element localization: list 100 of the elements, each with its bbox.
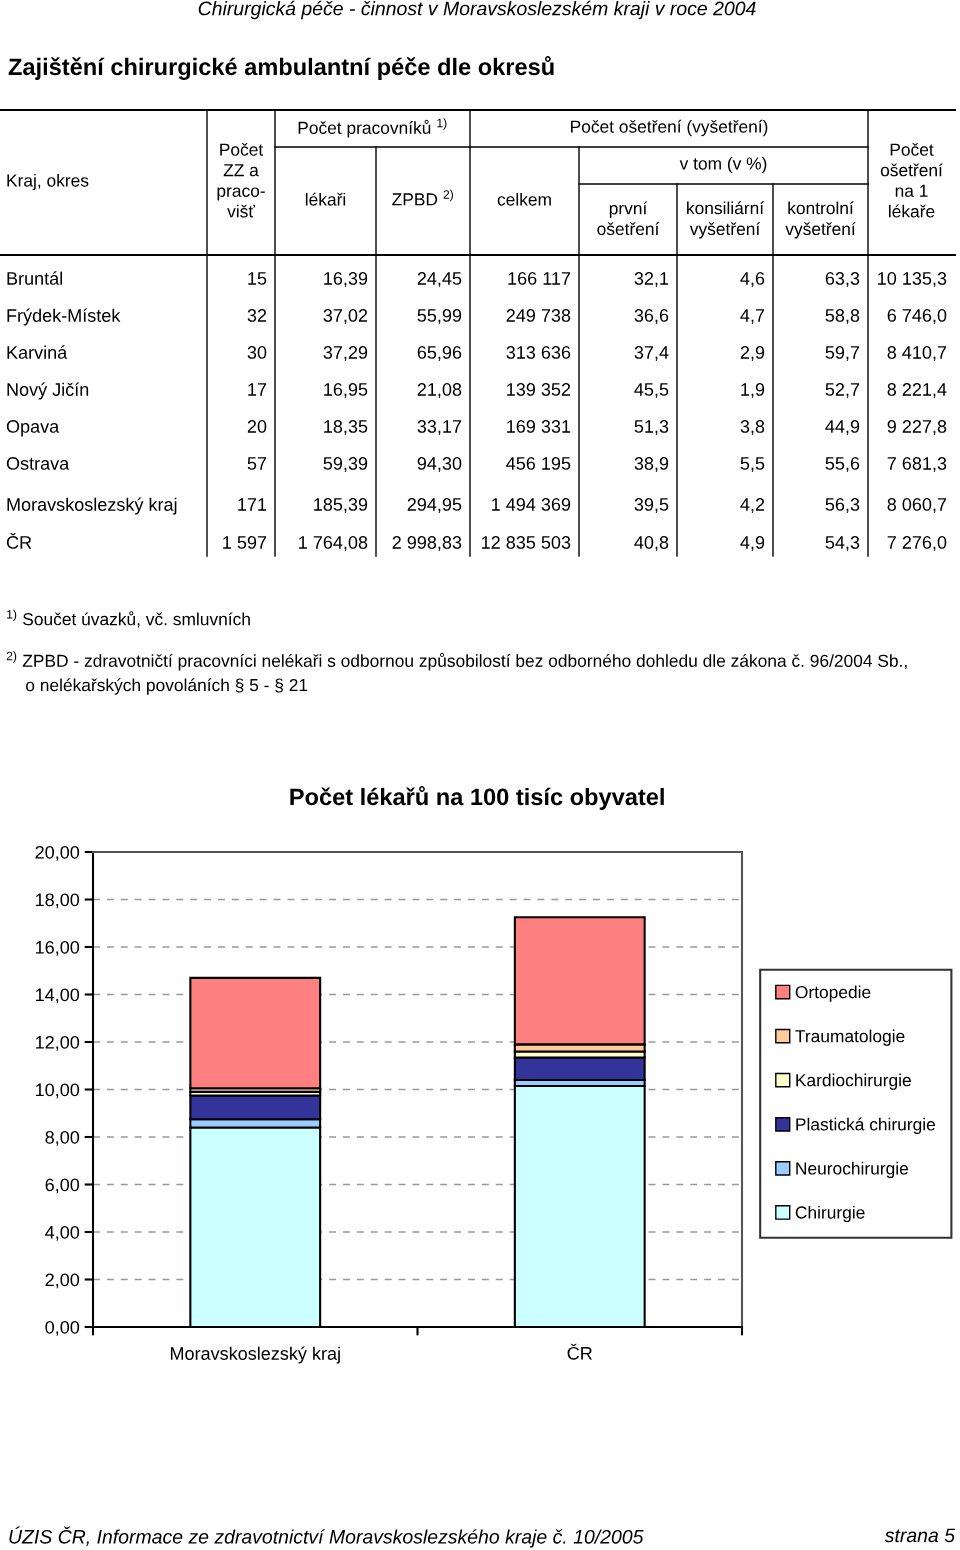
text: Počet ošetření (vyšetření) (571, 119, 768, 137)
text: 10 135,3 (878, 272, 947, 287)
text: 55,6 (825, 457, 860, 472)
category-label: ČR (6, 532, 32, 549)
text: 37,4 (634, 346, 669, 361)
text: 169 331 (507, 420, 571, 433)
text: 37,29 (323, 346, 368, 361)
category-label: konsiliární vyšetření (687, 201, 765, 239)
text: 16,39 (324, 272, 368, 287)
text: 7 681,3 (887, 457, 947, 472)
y-tick-label: 18,00 (36, 893, 80, 909)
legend-label: Ortopedie (795, 985, 871, 1002)
text: 8 060,7 (887, 498, 947, 513)
text: 6 746,0 (887, 309, 947, 324)
text: 313 636 (506, 346, 571, 359)
text: 65,96 (417, 346, 462, 361)
legend-label: Traumatologie (795, 1029, 905, 1046)
text: v tom (v %) (679, 156, 767, 174)
text: $^{1)}$ Součet úvazků, vč. smluvních (7, 609, 250, 628)
y-tick-label: 10,00 (36, 1083, 80, 1099)
text: 44,9 (825, 420, 860, 435)
text: ÚZIS ČR, Informace ze zdravotnictví Moravskoslezského kraje č. 10/2005 (9, 1526, 644, 1548)
text: 3,8 (740, 420, 765, 435)
text: 4,9 (740, 536, 765, 551)
text: 8 221,4 (887, 383, 947, 398)
text: 17 (248, 383, 267, 396)
text: 38,9 (634, 457, 669, 472)
text: 15 (248, 272, 267, 285)
text: 21,08 (417, 383, 462, 398)
text: 30 (247, 346, 267, 359)
text: 9 227,8 (887, 420, 947, 435)
text: 59,39 (323, 457, 368, 472)
text: 1 764,08 (299, 536, 368, 551)
text: 249 738 (506, 309, 571, 322)
text: 24,45 (417, 272, 462, 287)
y-tick-label: 2,00 (45, 1273, 80, 1289)
text: 94,30 (417, 457, 462, 472)
text: 63,3 (825, 272, 860, 287)
text: 18,35 (324, 420, 368, 435)
y-tick-label: 14,00 (36, 988, 80, 1004)
text: Počet pracovníků $^{1)}$ (298, 118, 447, 138)
category-label: Moravskoslezský kraj (7, 497, 177, 515)
text: 58,8 (825, 309, 860, 324)
text: 59,7 (825, 346, 860, 361)
text: 139 352 (507, 383, 571, 396)
category-label: Bruntál (7, 271, 62, 285)
text: 4,7 (740, 309, 765, 324)
text: 51,3 (634, 420, 669, 435)
text: 5,5 (740, 457, 765, 472)
y-tick-label: 20,00 (35, 845, 80, 861)
text: 32 (247, 309, 267, 322)
text: 45,5 (634, 383, 669, 398)
category-label: Nový Jičín (7, 382, 89, 400)
text: 52,7 (825, 383, 860, 398)
text: Chirurgická péče - činnost v Moravskoslezském kraji v roce 2004 (198, 0, 756, 20)
text: 32,1 (634, 272, 669, 287)
text: 55,99 (417, 309, 462, 324)
text: 1 494 369 (492, 498, 571, 511)
text: 33,17 (417, 420, 462, 435)
text: 1 597 (223, 536, 267, 549)
legend-label: Kardiochirurgie (796, 1073, 911, 1090)
category-label: kontrolní vyšetření (785, 201, 856, 239)
y-tick-label: 6,00 (45, 1178, 80, 1194)
legend-label: Chirurgie (795, 1205, 865, 1223)
chart-title: Počet lékařů na 100 tisíc obyvatel (290, 786, 664, 810)
y-tick-label: 4,00 (45, 1225, 80, 1241)
text: strana 5 (884, 1528, 956, 1543)
category-label: Karviná (7, 345, 68, 359)
text: 4,6 (740, 272, 765, 287)
text: 56,3 (825, 498, 860, 513)
category-label: Frýdek-Místek (7, 308, 121, 326)
legend-label: Plastická chirurgie (796, 1117, 936, 1134)
category-label: první ošetření (597, 201, 660, 236)
category-label: Opava (6, 420, 60, 437)
text: 1,9 (741, 383, 765, 398)
bar (189, 976, 322, 1090)
category-label: celkem (497, 192, 551, 206)
text: Zajištění chirurgické ambulantní péče dle okresů (8, 56, 554, 80)
text: 54,3 (825, 536, 860, 551)
text: 7 276,0 (887, 536, 947, 551)
text: 456 195 (506, 457, 571, 470)
text: 36,6 (634, 309, 669, 324)
text: 40,8 (634, 536, 669, 551)
text: 2 998,83 (392, 536, 462, 551)
category-label: Ostrava (6, 457, 70, 470)
category-label: ZPBD $^{2)}$ (392, 189, 454, 206)
text: 37,02 (323, 309, 368, 324)
text: 20 (247, 420, 267, 433)
text: 166 117 (508, 272, 571, 285)
text: 2,9 (740, 346, 765, 361)
text: 294,95 (407, 498, 462, 513)
text: 185,39 (314, 498, 368, 513)
category-label: Počet ošetření na 1 lékaře (880, 142, 943, 218)
text: 39,5 (634, 498, 669, 513)
text: 12 835 503 (482, 536, 571, 549)
text: 16,95 (324, 383, 368, 398)
text: Kraj, okres (7, 173, 89, 191)
text: 8 410,7 (887, 346, 947, 361)
category-label: Počet ZZ a praco- višť (217, 142, 265, 218)
y-tick-label: 0,00 (45, 1320, 80, 1336)
